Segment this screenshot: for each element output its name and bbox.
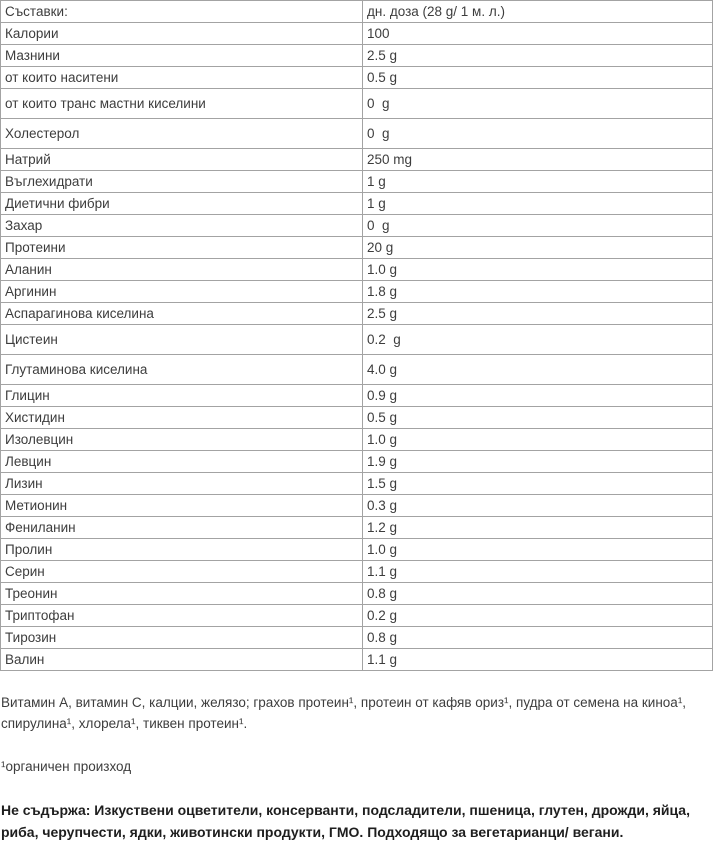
nutrient-label: Серин (0, 560, 363, 583)
table-row: от които наситени 0.5 g (0, 66, 713, 89)
nutrient-label: Калории (0, 22, 363, 45)
nutrient-label: Диетични фибри (0, 192, 363, 215)
table-row: Натрий 250 mg (0, 148, 713, 171)
nutrient-label: от които транс мастни киселини (0, 88, 363, 119)
nutrient-label: Валин (0, 648, 363, 671)
footer-notes: Витамин А, витамин С, калции, желязо; гр… (0, 692, 714, 843)
nutrient-label: Лизин (0, 472, 363, 495)
nutrient-label: Цистеин (0, 324, 363, 355)
table-row: Триптофан 0.2 g (0, 604, 713, 627)
table-row: Калории 100 (0, 22, 713, 45)
nutrient-value: 0 g (362, 88, 713, 119)
nutrient-label: Глицин (0, 384, 363, 407)
nutrient-value: 2.5 g (362, 302, 713, 325)
table-row: Серин 1.1 g (0, 560, 713, 583)
nutrient-value: 1.0 g (362, 258, 713, 281)
nutrient-value: 1 g (362, 170, 713, 193)
nutrient-label: Треонин (0, 582, 363, 605)
nutrient-label: Захар (0, 214, 363, 237)
nutrient-label: Аланин (0, 258, 363, 281)
table-row: Диетични фибри 1 g (0, 192, 713, 215)
table-row: Аланин 1.0 g (0, 258, 713, 281)
nutrient-value: 20 g (362, 236, 713, 259)
table-row: Хистидин 0.5 g (0, 406, 713, 429)
table-row: Метионин 0.3 g (0, 494, 713, 517)
additional-ingredients-text: Витамин А, витамин С, калции, желязо; гр… (1, 695, 690, 731)
nutrient-value: 1.1 g (362, 648, 713, 671)
table-row: Протеини 20 g (0, 236, 713, 259)
table-row: Изолевцин 1.0 g (0, 428, 713, 451)
table-row: Въглехидрати 1 g (0, 170, 713, 193)
table-row: Аргинин 1.8 g (0, 280, 713, 303)
organic-origin-footnote: ¹органичен произход (1, 759, 132, 774)
nutrient-label: от които наситени (0, 66, 363, 89)
nutrient-value: 0.5 g (362, 406, 713, 429)
nutrient-value: 100 (362, 22, 713, 45)
nutrient-value: 0.3 g (362, 494, 713, 517)
nutrient-label: Тирозин (0, 626, 363, 649)
nutrient-value: 1.8 g (362, 280, 713, 303)
nutrient-label: Аспарагинова киселина (0, 302, 363, 325)
nutrient-label: Пролин (0, 538, 363, 561)
nutrient-label: Мазнини (0, 44, 363, 67)
nutrient-value: 0.9 g (362, 384, 713, 407)
nutrient-value: 0.2 g (362, 324, 713, 355)
table-row: от които транс мастни киселини 0 g (0, 88, 713, 119)
nutrient-value: 1.1 g (362, 560, 713, 583)
nutrient-value: 1.2 g (362, 516, 713, 539)
nutrient-value: 1.5 g (362, 472, 713, 495)
table-row: Валин 1.1 g (0, 648, 713, 671)
nutrient-value: 2.5 g (362, 44, 713, 67)
nutrient-label: Аргинин (0, 280, 363, 303)
table-row: Фениланин 1.2 g (0, 516, 713, 539)
table-row: Захар 0 g (0, 214, 713, 237)
table-header-row: Съставки: дн. доза (28 g/ 1 м. л.) (0, 0, 713, 23)
table-row: Треонин 0.8 g (0, 582, 713, 605)
nutrient-value: 1.0 g (362, 538, 713, 561)
dose-column-header: дн. доза (28 g/ 1 м. л.) (362, 0, 713, 23)
nutrient-value: 1.0 g (362, 428, 713, 451)
nutrition-table: Съставки: дн. доза (28 g/ 1 м. л.) Калор… (0, 0, 713, 671)
nutrient-value: 4.0 g (362, 354, 713, 385)
nutrient-value: 250 mg (362, 148, 713, 171)
nutrient-label: Холестерол (0, 118, 363, 149)
ingredients-column-header: Съставки: (0, 0, 363, 23)
nutrient-value: 0.8 g (362, 582, 713, 605)
table-row: Цистеин 0.2 g (0, 324, 713, 355)
nutrient-label: Въглехидрати (0, 170, 363, 193)
free-from-statement: Не съдържа: Изкуствени оцветители, консе… (1, 802, 694, 840)
nutrient-label: Фениланин (0, 516, 363, 539)
nutrient-label: Хистидин (0, 406, 363, 429)
nutrient-label: Изолевцин (0, 428, 363, 451)
table-row: Холестерол 0 g (0, 118, 713, 149)
nutrient-label: Триптофан (0, 604, 363, 627)
nutrient-value: 0.5 g (362, 66, 713, 89)
table-row: Глутаминова киселина 4.0 g (0, 354, 713, 385)
nutrient-value: 1.9 g (362, 450, 713, 473)
table-row: Лизин 1.5 g (0, 472, 713, 495)
table-row: Аспарагинова киселина 2.5 g (0, 302, 713, 325)
table-row: Тирозин 0.8 g (0, 626, 713, 649)
nutrient-value: 0 g (362, 214, 713, 237)
nutrient-value: 1 g (362, 192, 713, 215)
table-row: Глицин 0.9 g (0, 384, 713, 407)
table-row: Левцин 1.9 g (0, 450, 713, 473)
nutrient-value: 0.8 g (362, 626, 713, 649)
nutrient-label: Натрий (0, 148, 363, 171)
nutrient-label: Протеини (0, 236, 363, 259)
nutrient-label: Левцин (0, 450, 363, 473)
table-row: Пролин 1.0 g (0, 538, 713, 561)
nutrient-label: Метионин (0, 494, 363, 517)
nutrient-value: 0 g (362, 118, 713, 149)
nutrient-value: 0.2 g (362, 604, 713, 627)
nutrient-label: Глутаминова киселина (0, 354, 363, 385)
table-row: Мазнини 2.5 g (0, 44, 713, 67)
nutrition-table-body: Калории 100 Мазнини 2.5 g от които насит… (0, 22, 713, 671)
